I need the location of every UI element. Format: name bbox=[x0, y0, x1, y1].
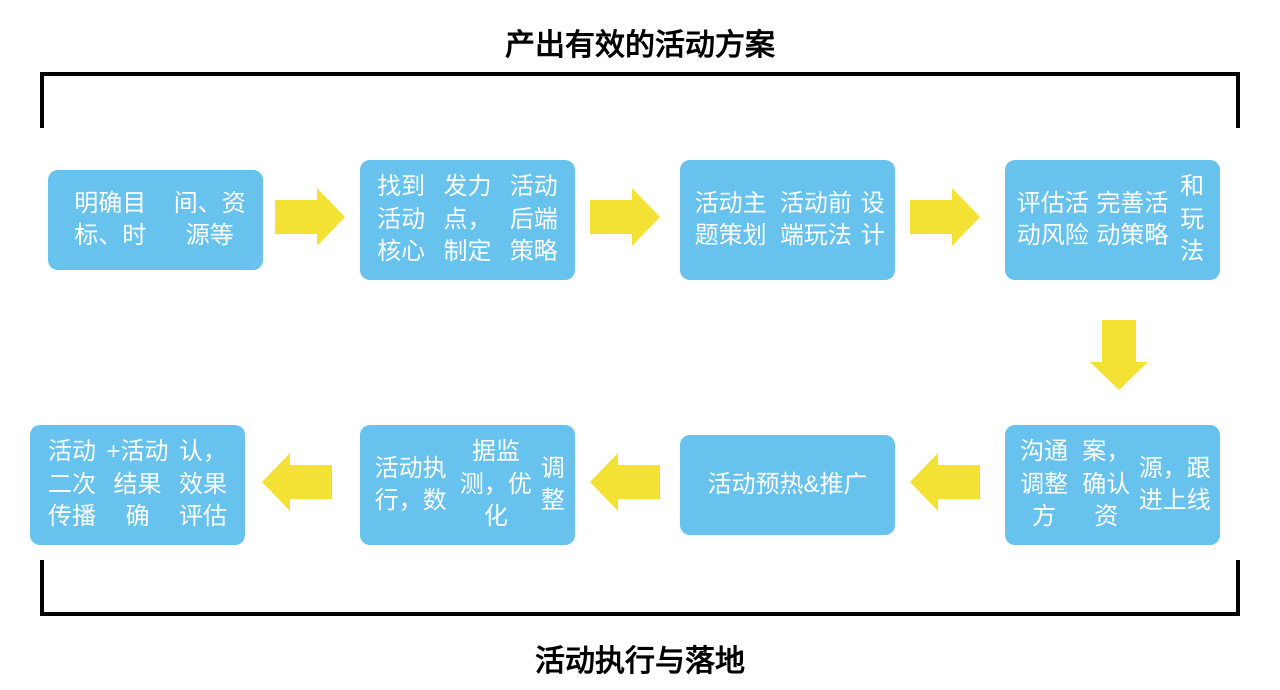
section-title-bottom: 活动执行与落地 bbox=[0, 636, 1280, 680]
bracket-bottom bbox=[40, 560, 1240, 616]
flow-arrow-n4-n5 bbox=[1090, 320, 1148, 390]
flow-arrow-n7-n8 bbox=[262, 465, 332, 499]
flow-node-n6: 活动预热&推广 bbox=[680, 435, 895, 535]
flow-arrow-n5-n6 bbox=[910, 465, 980, 499]
flow-node-n7: 活动执行，数据监测，优化调整 bbox=[360, 425, 575, 545]
flow-node-n1: 明确目标、时间、资源等 bbox=[48, 170, 263, 270]
flow-node-n2: 找到活动核心发力点，制定活动后端策略 bbox=[360, 160, 575, 280]
flow-node-n5: 沟通调整方案，确认资源，跟进上线 bbox=[1005, 425, 1220, 545]
flow-node-n3: 活动主题策划活动前端玩法设计 bbox=[680, 160, 895, 280]
bracket-top bbox=[40, 72, 1240, 128]
flow-node-n8: 活动二次传播+活动结果确认，效果评估 bbox=[30, 425, 245, 545]
flow-arrow-n3-n4 bbox=[910, 200, 980, 234]
flow-arrow-n6-n7 bbox=[590, 465, 660, 499]
flow-arrow-n1-n2 bbox=[275, 200, 345, 234]
flow-node-n4: 评估活动风险完善活动策略和玩法 bbox=[1005, 160, 1220, 280]
section-title-top: 产出有效的活动方案 bbox=[0, 20, 1280, 64]
flow-arrow-n2-n3 bbox=[590, 200, 660, 234]
